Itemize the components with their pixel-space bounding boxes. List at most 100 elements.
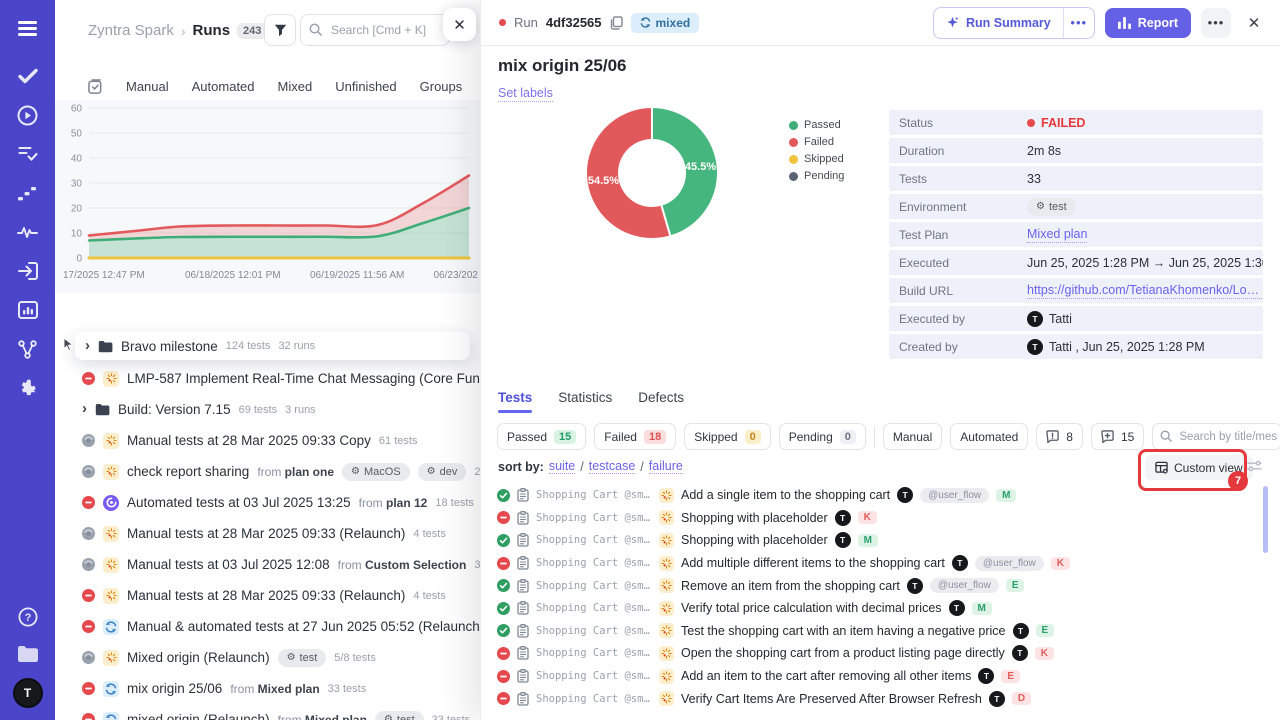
manual-run-icon: [103, 587, 119, 604]
test-row[interactable]: Shopping Cart @sm… Remove an item from th…: [497, 574, 1259, 597]
run-row[interactable]: LMP-587 Implement Real-Time Chat Messagi…: [55, 363, 480, 394]
run-row[interactable]: Manual tests at 28 Mar 2025 09:33 (Relau…: [55, 518, 480, 549]
run-summary-button[interactable]: Run Summary: [934, 8, 1063, 38]
executed-range-value: Jun 25, 2025 1:28 PM → Jun 25, 2025 1:30…: [1027, 255, 1263, 270]
select-all-icon[interactable]: [88, 78, 103, 94]
svg-text:60: 60: [71, 104, 83, 115]
group-meta: 32 runs: [278, 340, 316, 352]
sort-by-failure[interactable]: failure: [648, 459, 683, 474]
environment-name: test: [299, 651, 318, 664]
milestone-badge: M: [971, 601, 992, 615]
activity-icon[interactable]: [17, 221, 39, 243]
run-title: Manual tests at 28 Mar 2025 09:33 (Relau…: [127, 588, 406, 603]
help-icon[interactable]: ?: [17, 606, 39, 628]
report-button[interactable]: Report: [1104, 7, 1191, 38]
test-row[interactable]: Shopping Cart @sm… Add multiple different…: [497, 552, 1259, 575]
test-runs-icon[interactable]: [17, 104, 39, 126]
tab-tests[interactable]: Tests: [498, 390, 533, 413]
run-status-dot: [499, 19, 506, 26]
filter-pending-chip[interactable]: Pending 0: [778, 423, 866, 450]
sort-by-testcase[interactable]: testcase: [588, 459, 636, 474]
gear-icon: ⚙: [286, 652, 296, 663]
tab-defects[interactable]: Defects: [638, 390, 685, 405]
donut-slice-passed[interactable]: [651, 105, 719, 238]
filter-skipped-chip[interactable]: Skipped 0: [684, 423, 771, 450]
test-row[interactable]: Shopping Cart @sm… Add an item to the car…: [497, 665, 1259, 688]
tab-automated[interactable]: Automated: [191, 78, 255, 94]
sort-label: sort by:: [498, 459, 544, 474]
runs-search-input[interactable]: [329, 16, 445, 44]
comments-chip[interactable]: 8: [1036, 423, 1083, 450]
copy-icon[interactable]: [610, 15, 623, 30]
test-row[interactable]: Shopping Cart @sm… Verify total price cal…: [497, 597, 1259, 620]
run-group-row[interactable]: › Bravo milestone 124 tests 32 runs: [63, 332, 470, 360]
run-row[interactable]: Manual tests at 03 Jul 2025 12:08 from Cu…: [55, 549, 480, 580]
detail-tabs: Tests Statistics Defects: [498, 390, 684, 413]
run-row[interactable]: mix origin 25/06 from Mixed plan 33 tests: [55, 673, 480, 704]
settings-icon[interactable]: [17, 377, 39, 399]
test-title: Add an item to the cart after removing a…: [681, 669, 972, 684]
menu-icon[interactable]: [17, 17, 39, 39]
tab-unfinished[interactable]: Unfinished: [335, 78, 397, 94]
chevron-right-icon[interactable]: ›: [85, 336, 90, 354]
test-cases-icon[interactable]: [17, 65, 39, 87]
projects-icon[interactable]: [17, 642, 39, 664]
chevron-right-icon[interactable]: ›: [82, 400, 87, 417]
panel-close-button[interactable]: ✕: [443, 8, 476, 41]
tab-mixed[interactable]: Mixed: [277, 78, 313, 94]
run-row[interactable]: Manual tests at 28 Mar 2025 09:33 Copy 61…: [55, 425, 480, 456]
run-row[interactable]: mixed origin (Relaunch) from Mixed plan ⚙ t…: [55, 704, 480, 720]
test-row[interactable]: Shopping Cart @sm… Add a single item to t…: [497, 484, 1259, 507]
tests-search[interactable]: [1152, 423, 1280, 450]
run-row[interactable]: Automated tests at 03 Jul 2025 13:25 from…: [55, 487, 480, 518]
run-detail-topbar: Run 4df32565 mixed Run Summary ••• Repor…: [481, 0, 1280, 46]
run-row[interactable]: Mixed origin (Relaunch) ⚙ test 5/8 tests: [55, 642, 480, 673]
run-summary-more-icon[interactable]: •••: [1062, 7, 1094, 38]
tests-scrollbar[interactable]: [1263, 486, 1268, 553]
milestones-icon[interactable]: [17, 182, 39, 204]
attachments-chip[interactable]: 15: [1090, 423, 1145, 450]
filter-manual-chip[interactable]: Manual: [882, 423, 943, 450]
tab-groups[interactable]: Groups: [419, 78, 463, 94]
test-row[interactable]: Shopping Cart @sm… Test the shopping cart…: [497, 620, 1259, 643]
filter-automated-chip[interactable]: Automated: [950, 423, 1029, 450]
filter-failed-chip[interactable]: Failed 18: [594, 423, 677, 450]
sort-by-suite[interactable]: suite: [548, 459, 576, 474]
run-title: Manual & automated tests at 27 Jun 2025 …: [127, 619, 480, 634]
run-from-plan: from Custom Selection: [337, 557, 467, 572]
filter-button[interactable]: [264, 14, 296, 46]
run-row[interactable]: check report sharing from plan one ⚙ MacOS ⚙…: [55, 456, 480, 487]
run-group-row[interactable]: › Build: Version 7.15 69 tests 3 runs: [55, 394, 480, 425]
tab-statistics[interactable]: Statistics: [558, 390, 613, 405]
tests-search-input[interactable]: [1177, 425, 1280, 448]
tab-manual[interactable]: Manual: [126, 78, 169, 94]
set-labels-link[interactable]: Set labels: [498, 86, 553, 102]
display-settings-icon[interactable]: [1247, 459, 1262, 473]
run-row[interactable]: Manual & automated tests at 27 Jun 2025 …: [55, 611, 480, 642]
reports-icon[interactable]: [17, 299, 39, 321]
failed-status-icon: [497, 646, 510, 660]
runs-search[interactable]: [300, 14, 450, 46]
test-row[interactable]: Shopping Cart @sm… Shopping with placehol…: [497, 507, 1259, 530]
traceability-icon[interactable]: [17, 338, 39, 360]
build-url-link[interactable]: https://github.com/TetianaKhomenko/Load-…: [1027, 282, 1262, 299]
test-row[interactable]: Shopping Cart @sm… Shopping with placehol…: [497, 529, 1259, 552]
test-suite: Shopping Cart @sm…: [536, 602, 650, 615]
test-row[interactable]: Shopping Cart @sm… Verify Cart Items Are …: [497, 687, 1259, 710]
filter-passed-chip[interactable]: Passed 15: [497, 423, 587, 450]
test-row[interactable]: Shopping Cart @sm… Open the shopping cart…: [497, 642, 1259, 665]
user-avatar[interactable]: T: [12, 678, 43, 708]
mixed-run-icon: [103, 680, 119, 697]
svg-text:?: ?: [24, 612, 31, 624]
test-title: Add a single item to the shopping cart: [681, 488, 891, 503]
sign-in-icon[interactable]: [17, 260, 39, 282]
shared-steps-icon[interactable]: [17, 143, 39, 165]
test-plan-link[interactable]: Mixed plan: [1027, 226, 1088, 243]
breadcrumb-project[interactable]: Zyntra Spark: [88, 22, 174, 39]
more-actions-icon[interactable]: •••: [1201, 7, 1231, 38]
run-row[interactable]: Manual tests at 28 Mar 2025 09:33 (Relau…: [55, 580, 480, 611]
custom-view-icon: [1155, 461, 1168, 474]
gear-icon: ⚙: [426, 466, 436, 477]
close-detail-icon[interactable]: ✕: [1247, 14, 1261, 32]
donut-slice-failed[interactable]: [585, 105, 672, 240]
